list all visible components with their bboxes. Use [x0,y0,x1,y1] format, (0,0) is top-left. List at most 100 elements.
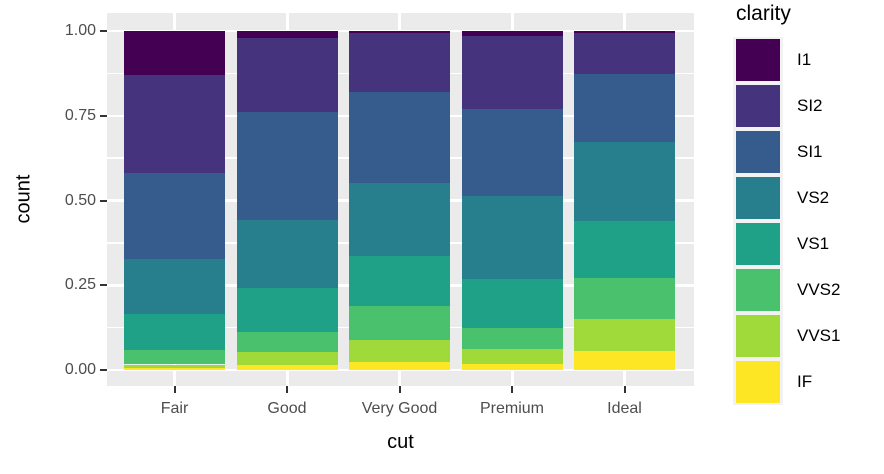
legend-item-VVS1: VVS1 [733,313,840,359]
segment-Fair-I1 [124,31,225,76]
segment-Ideal-VS1 [574,221,675,278]
legend-key-VS2 [733,175,783,221]
segment-Ideal-IF [574,350,675,370]
segment-Fair-VVS2 [124,349,225,365]
legend-key-IF [733,359,783,405]
legend-key-I1 [733,37,783,83]
segment-Ideal-VVS1 [574,318,675,351]
legend-key-VVS2 [733,267,783,313]
segment-Premium-SI1 [461,108,563,197]
legend-item-IF: IF [733,359,840,405]
segment-Good-VVS2 [236,332,338,353]
legend-item-SI1: SI1 [733,129,840,175]
legend-item-I1: I1 [733,37,840,83]
y-tick-mark [100,199,107,202]
legend: clarity I1 SI2 SI1 VS2 VS1 VVS2 VVS1 IF [733,0,840,405]
x-tick-mark [173,386,176,393]
legend-swatch-VVS2 [736,269,780,311]
segment-Very-Good-SI1 [349,92,450,184]
x-tick-mark [623,386,626,393]
y-tick-mark [100,369,107,371]
legend-item-VS1: VS1 [733,221,840,267]
legend-label-VS1: VS1 [797,234,830,253]
legend-label-SI1: SI1 [797,142,823,161]
segment-Fair-SI2 [124,75,225,174]
segment-Ideal-SI1 [574,74,675,142]
y-tick-label: 0.75 [64,106,96,124]
legend-key-VVS1 [733,313,783,359]
y-tick-mark [100,30,107,32]
segment-Fair-VS1 [124,314,225,350]
legend-key-SI1 [733,129,783,175]
legend-swatch-SI2 [736,85,780,127]
plot-panel [107,13,694,386]
segment-Ideal-VS2 [574,141,675,222]
segment-Very-Good-IF [349,362,450,370]
y-tick-mark [100,114,107,117]
x-tick-label-Premium: Premium [479,400,544,417]
legend-label-SI2: SI2 [797,96,823,115]
segment-Premium-IF [461,364,563,370]
segment-Fair-VS2 [124,259,225,315]
legend-items: I1 SI2 SI1 VS2 VS1 VVS2 VVS1 IF [733,37,840,405]
y-tick-label: 0.25 [64,276,96,294]
x-tick-label-Ideal: Ideal [607,400,642,417]
legend-item-SI2: SI2 [733,83,840,129]
segment-Very-Good-VS2 [349,183,450,256]
y-tick-mark [100,284,107,287]
segment-Fair-IF [124,368,225,370]
segment-Good-SI2 [236,37,338,113]
segment-Premium-I1 [461,31,563,37]
legend-swatch-I1 [736,39,780,81]
y-tick-label: 0.50 [64,191,96,209]
x-tick-label-Good: Good [267,400,307,417]
segment-Ideal-SI2 [574,33,675,75]
segment-Ideal-VVS2 [574,277,675,319]
legend-key-SI2 [733,83,783,129]
segment-Good-VVS1 [236,352,338,366]
legend-label-IF: IF [797,372,813,391]
legend-swatch-VS2 [736,177,780,219]
legend-swatch-VVS1 [736,315,780,357]
segment-Premium-VS2 [461,196,563,279]
x-axis-title: cut [387,431,414,453]
segment-Good-IF [236,365,338,370]
x-tick-mark [286,386,288,393]
x-tick-label-Very-Good: Very Good [361,400,438,417]
segment-Premium-VVS2 [461,327,563,350]
y-tick-label: 0.00 [64,361,96,378]
legend-item-VS2: VS2 [733,175,840,221]
segment-Premium-SI2 [461,36,563,109]
segment-Ideal-I1 [574,31,675,34]
segment-Fair-VVS1 [124,364,225,369]
segment-Fair-SI1 [124,173,225,260]
x-tick-mark [398,386,401,393]
segment-Good-SI1 [236,112,338,221]
legend-label-VS2: VS2 [797,188,830,207]
segment-Good-VS1 [236,287,338,333]
legend-title: clarity [736,2,791,25]
major-gridline [107,368,694,372]
legend-swatch-IF [736,361,780,403]
legend-key-VS1 [733,221,783,267]
y-axis-title: count [12,174,35,224]
segment-Very-Good-SI2 [349,33,450,93]
segment-Premium-VS1 [461,278,563,328]
x-tick-mark [511,386,513,393]
y-tick-label: 1.00 [64,22,96,39]
legend-swatch-VS1 [736,223,780,265]
x-tick-label-Fair: Fair [160,400,189,417]
segment-Good-VS2 [236,220,338,288]
legend-item-VVS2: VVS2 [733,267,840,313]
legend-label-I1: I1 [797,50,812,69]
legend-swatch-SI1 [736,131,780,173]
segment-Good-I1 [236,30,338,38]
segment-Very-Good-VVS2 [349,305,450,341]
segment-Very-Good-VVS1 [349,340,450,363]
legend-label-VVS1: VVS1 [797,326,841,345]
legend-label-VVS2: VVS2 [797,280,841,299]
segment-Very-Good-VS1 [349,255,450,306]
segment-Very-Good-I1 [349,31,450,34]
segment-Premium-VVS1 [461,349,563,365]
